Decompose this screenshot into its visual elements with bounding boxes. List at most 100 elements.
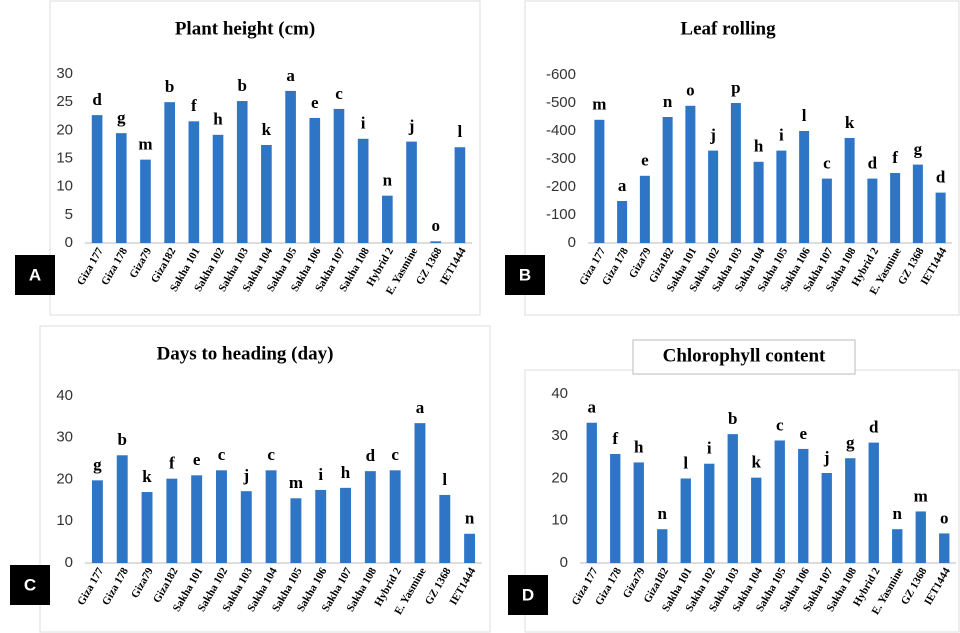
bar: [389, 470, 401, 563]
bar: [166, 478, 178, 563]
significance-letter: f: [169, 454, 175, 473]
bar: [364, 471, 376, 563]
bar: [91, 115, 103, 243]
significance-letter: e: [311, 93, 319, 112]
bar: [776, 150, 787, 243]
bar: [844, 138, 855, 243]
significance-letter: j: [823, 448, 830, 467]
significance-letter: g: [914, 140, 923, 159]
y-tick-label: 0: [568, 234, 576, 251]
chart-title: Days to heading (day): [157, 343, 334, 364]
y-tick-label: 5: [65, 206, 73, 223]
y-tick-label: 0: [560, 554, 568, 571]
bar: [439, 494, 451, 563]
bar: [845, 458, 856, 563]
bar: [290, 498, 302, 563]
significance-letter: j: [709, 126, 716, 145]
bar: [799, 131, 810, 243]
significance-letter: k: [142, 467, 152, 486]
bar: [212, 134, 224, 243]
bar: [727, 434, 738, 563]
significance-letter: c: [776, 415, 784, 434]
bar: [340, 487, 351, 563]
y-tick-label: 0: [65, 234, 73, 251]
significance-letter: l: [458, 122, 463, 141]
significance-letter: d: [868, 154, 878, 173]
bar: [315, 489, 327, 563]
bar: [751, 477, 762, 563]
y-tick-label: 0: [65, 554, 73, 571]
significance-letter: n: [893, 504, 903, 523]
bar: [164, 102, 175, 244]
bar: [939, 533, 950, 563]
y-tick-label: -200: [546, 178, 576, 195]
bar: [639, 175, 650, 243]
bar: [116, 455, 128, 563]
bar: [617, 201, 628, 243]
bar: [261, 144, 272, 243]
significance-letter: e: [799, 424, 807, 443]
significance-letter: f: [892, 148, 898, 167]
bar: [633, 462, 644, 563]
significance-letter: m: [914, 486, 928, 505]
y-tick-label: 20: [551, 469, 568, 486]
significance-letter: h: [634, 437, 644, 456]
bar: [892, 529, 903, 563]
bar: [140, 159, 151, 243]
panel-label-box: [15, 255, 55, 295]
significance-letter: o: [686, 81, 695, 100]
bar: [753, 161, 764, 243]
significance-letter: i: [361, 114, 366, 133]
significance-letter: g: [93, 455, 102, 474]
bar: [704, 463, 715, 563]
significance-letter: c: [823, 154, 831, 173]
bar: [285, 90, 296, 244]
chart-title: Leaf rolling: [680, 18, 776, 39]
y-tick-label: 30: [551, 427, 568, 444]
panel-label: B: [519, 265, 531, 284]
significance-letter: j: [408, 117, 415, 136]
significance-letter: d: [92, 90, 102, 109]
y-tick-label: 10: [56, 512, 73, 529]
significance-letter: o: [431, 216, 440, 235]
significance-letter: l: [683, 453, 688, 472]
panel-frame: [39, 325, 491, 633]
significance-letter: a: [618, 176, 627, 195]
y-tick-label: 10: [56, 178, 73, 195]
bar: [935, 192, 946, 243]
bar: [774, 440, 785, 563]
bar: [685, 105, 696, 243]
significance-letter: i: [779, 126, 784, 145]
y-tick-label: -400: [546, 122, 576, 139]
significance-letter: m: [592, 95, 606, 114]
bar: [915, 511, 926, 563]
significance-letter: l: [802, 106, 807, 125]
bar: [586, 422, 597, 563]
significance-letter: g: [117, 108, 126, 127]
bar: [240, 491, 252, 563]
bar: [414, 423, 426, 563]
bar: [430, 241, 442, 243]
panel-frame: [49, 0, 481, 316]
bar: [594, 119, 605, 243]
bar: [406, 141, 417, 243]
significance-letter: c: [391, 445, 399, 464]
y-tick-label: 30: [56, 429, 73, 446]
y-tick-label: 25: [56, 93, 73, 110]
bar: [867, 178, 878, 243]
significance-letter: e: [193, 450, 201, 469]
significance-letter: n: [465, 509, 475, 528]
significance-letter: d: [936, 168, 946, 187]
significance-letter: f: [612, 429, 618, 448]
bar: [265, 470, 277, 563]
bar: [680, 478, 691, 563]
significance-letter: d: [366, 446, 376, 465]
bar: [115, 133, 127, 243]
significance-letter: d: [869, 417, 879, 436]
significance-letter: m: [289, 473, 303, 492]
significance-letter: h: [341, 463, 351, 482]
title-box: [632, 339, 856, 375]
panel-label: D: [522, 585, 534, 604]
bar: [464, 533, 476, 563]
